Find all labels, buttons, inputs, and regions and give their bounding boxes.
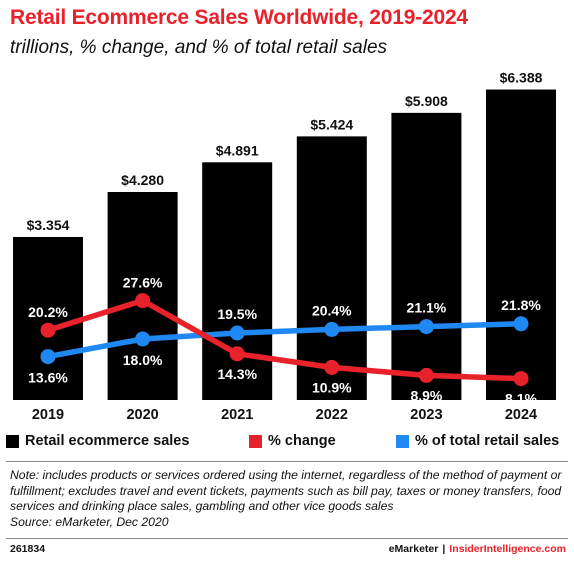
bar-value-label-2022: $5.424 bbox=[310, 116, 353, 132]
change-point-2020 bbox=[135, 293, 151, 309]
change-label-2019: 20.2% bbox=[28, 304, 68, 320]
chart-id: 261834 bbox=[10, 543, 46, 555]
brand-separator: | bbox=[442, 543, 446, 555]
share-line bbox=[45, 321, 524, 360]
change-label-2022: 10.9% bbox=[312, 379, 352, 395]
legend-item-sales: Retail ecommerce sales bbox=[6, 433, 189, 449]
share-label-2021: 19.5% bbox=[217, 306, 257, 322]
x-tick-label-2022: 2022 bbox=[316, 407, 348, 423]
x-tick-label-2019: 2019 bbox=[32, 407, 64, 423]
bar-value-label-2021: $4.891 bbox=[216, 142, 259, 158]
share-point-2024 bbox=[513, 316, 529, 332]
bar-2022 bbox=[296, 136, 367, 400]
footer-brand: eMarketer | InsiderIntelligence.com bbox=[389, 543, 566, 555]
note-text: Note: includes products or services orde… bbox=[10, 468, 562, 513]
footer: 261834 eMarketer | InsiderIntelligence.com bbox=[10, 543, 566, 559]
change-label-2020: 27.6% bbox=[123, 275, 163, 291]
change-label-2024: 8.1% bbox=[505, 391, 537, 407]
source-text: Source: eMarketer, Dec 2020 bbox=[10, 514, 169, 529]
bar-2019 bbox=[13, 236, 83, 400]
change-point-2024 bbox=[513, 371, 529, 387]
share-label-2019: 13.6% bbox=[28, 370, 68, 386]
legend-swatch-share bbox=[396, 434, 409, 448]
share-label-2024: 21.8% bbox=[501, 297, 541, 313]
x-tick-label-2020: 2020 bbox=[126, 407, 158, 423]
change-line bbox=[45, 297, 524, 382]
brand-emarketer: eMarketer bbox=[388, 543, 439, 555]
chart-subtitle: trillions, % change, and % of total reta… bbox=[10, 37, 388, 58]
share-label-2023: 21.1% bbox=[407, 300, 447, 316]
x-tick-label-2023: 2023 bbox=[410, 407, 442, 423]
bar-value-label-2024: $6.388 bbox=[500, 70, 543, 86]
change-point-2021 bbox=[229, 346, 245, 362]
share-point-2021 bbox=[229, 325, 245, 341]
brand-insider-intelligence: InsiderIntelligence.com bbox=[449, 543, 566, 555]
chart-note: Note: includes products or services orde… bbox=[10, 468, 570, 530]
legend-swatch-change bbox=[249, 434, 262, 448]
x-tick-label-2021: 2021 bbox=[221, 407, 253, 423]
change-label-2021: 14.3% bbox=[217, 366, 257, 382]
change-label-2023: 8.9% bbox=[410, 387, 442, 403]
legend-item-change: % change bbox=[249, 433, 336, 449]
legend-item-share: % of total retail sales bbox=[396, 433, 559, 449]
legend-label-change: % change bbox=[268, 433, 336, 449]
bar-2024 bbox=[486, 89, 556, 400]
change-point-2022 bbox=[324, 359, 340, 375]
divider-top bbox=[6, 461, 568, 462]
bar-2021 bbox=[202, 162, 273, 400]
x-tick-label-2024: 2024 bbox=[505, 407, 537, 423]
chart-title: Retail Ecommerce Sales Worldwide, 2019-2… bbox=[10, 6, 468, 29]
share-point-2023 bbox=[418, 319, 434, 335]
legend-label-sales: Retail ecommerce sales bbox=[25, 433, 190, 449]
change-point-2019 bbox=[40, 322, 56, 338]
bar-value-label-2023: $5.908 bbox=[405, 93, 448, 109]
legend-label-share: % of total retail sales bbox=[415, 433, 560, 449]
legend: Retail ecommerce sales % change % of tot… bbox=[0, 433, 574, 453]
share-label-2020: 18.0% bbox=[123, 352, 163, 368]
share-point-2022 bbox=[324, 321, 340, 337]
bar-value-label-2020: $4.280 bbox=[121, 172, 164, 188]
bar-value-label-2019: $3.354 bbox=[27, 217, 70, 233]
chart-area: $3.354 2019 $4.280 2020 $4.891 2021 $5.424 2022… bbox=[13, 70, 556, 423]
legend-swatch-sales bbox=[6, 434, 19, 448]
share-point-2020 bbox=[135, 331, 151, 347]
change-point-2023 bbox=[418, 367, 434, 383]
share-label-2022: 20.4% bbox=[312, 302, 352, 318]
divider-bottom bbox=[6, 538, 568, 539]
share-point-2019 bbox=[40, 349, 56, 365]
bar-2023 bbox=[391, 112, 462, 400]
